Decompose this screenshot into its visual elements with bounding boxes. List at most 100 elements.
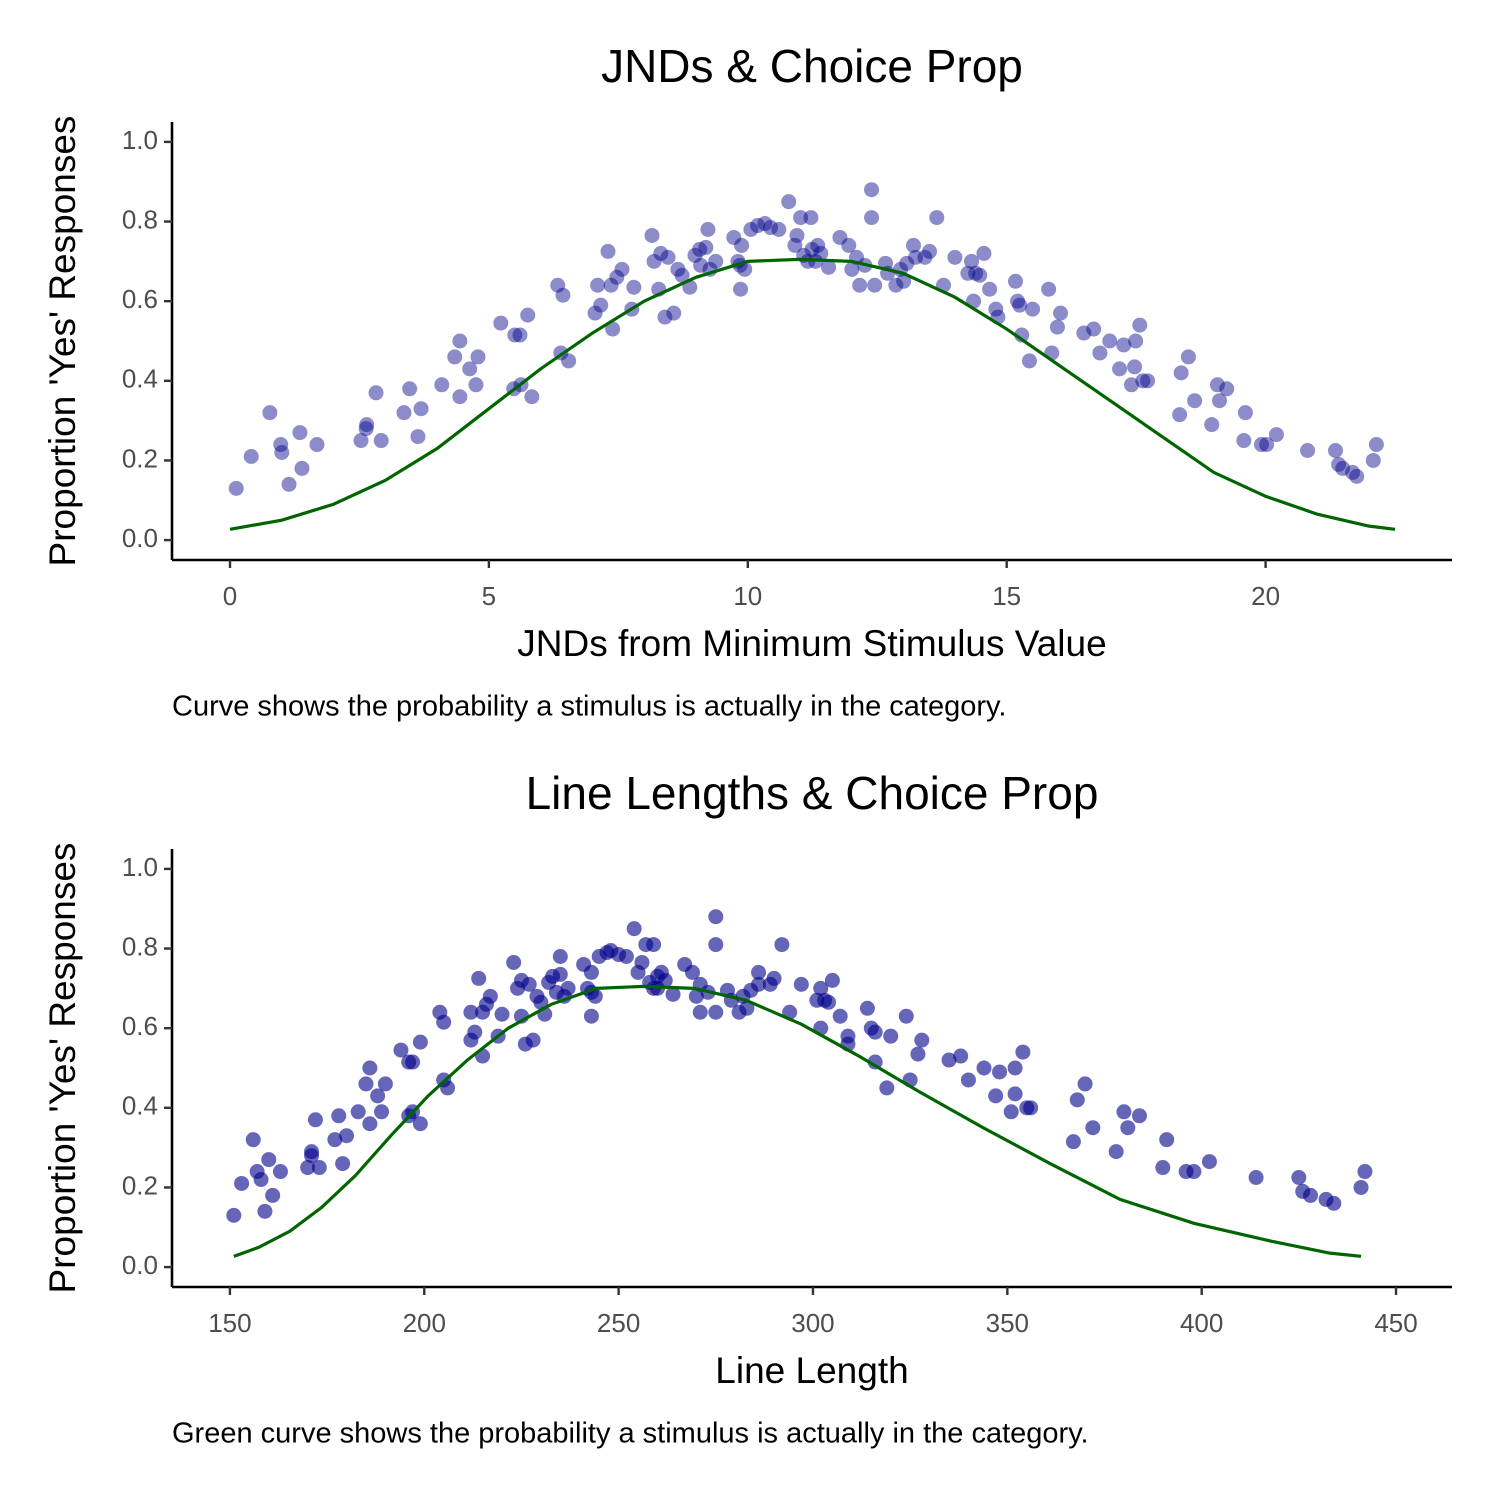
data-point bbox=[452, 333, 468, 349]
data-point bbox=[1127, 359, 1143, 375]
data-point bbox=[800, 253, 816, 269]
x-tick-label: 5 bbox=[482, 581, 496, 611]
data-point bbox=[976, 1060, 992, 1076]
data-point bbox=[587, 988, 603, 1004]
data-point bbox=[852, 277, 868, 293]
data-point bbox=[309, 437, 325, 453]
data-point bbox=[804, 241, 820, 257]
data-point bbox=[600, 243, 616, 259]
data-point bbox=[1116, 1104, 1132, 1120]
y-tick-label: 0.4 bbox=[122, 1091, 158, 1121]
data-point bbox=[1201, 1154, 1217, 1170]
data-point bbox=[972, 267, 988, 283]
data-point bbox=[864, 210, 880, 226]
data-point bbox=[1023, 1100, 1039, 1116]
data-point bbox=[976, 245, 992, 261]
data-point bbox=[821, 259, 837, 275]
data-point bbox=[274, 444, 290, 460]
data-point bbox=[692, 241, 708, 257]
data-point bbox=[350, 1104, 366, 1120]
data-point bbox=[922, 243, 938, 259]
data-point bbox=[1132, 317, 1148, 333]
data-point bbox=[687, 247, 703, 263]
data-point bbox=[1335, 460, 1351, 476]
data-point bbox=[896, 273, 912, 289]
data-point bbox=[1248, 1170, 1264, 1185]
data-point bbox=[1025, 301, 1041, 317]
x-tick-label: 10 bbox=[733, 581, 762, 611]
x-axis-title: Line Length bbox=[715, 1350, 908, 1391]
data-point bbox=[1300, 443, 1316, 458]
data-point bbox=[657, 972, 673, 988]
data-point bbox=[467, 1024, 483, 1040]
data-point bbox=[947, 249, 963, 265]
data-point bbox=[402, 381, 418, 397]
data-point bbox=[867, 277, 883, 293]
data-point bbox=[1021, 353, 1037, 369]
data-point bbox=[708, 1004, 724, 1020]
data-point bbox=[436, 1014, 452, 1030]
data-point bbox=[292, 425, 308, 441]
data-point bbox=[988, 1088, 1004, 1104]
data-point bbox=[908, 249, 924, 265]
data-point bbox=[410, 429, 426, 445]
data-point bbox=[646, 937, 662, 953]
data-point bbox=[413, 401, 429, 417]
data-point bbox=[1140, 373, 1156, 389]
data-point bbox=[405, 1054, 421, 1070]
data-point bbox=[307, 1112, 323, 1128]
data-point bbox=[1159, 1132, 1175, 1148]
y-tick-label: 0.0 bbox=[122, 1250, 158, 1280]
y-axis-title: Proportion 'Yes' Responses bbox=[42, 116, 83, 567]
data-point bbox=[898, 1008, 914, 1024]
data-point bbox=[771, 222, 787, 238]
data-point bbox=[1212, 393, 1228, 409]
data-point bbox=[660, 249, 676, 265]
data-point bbox=[910, 1046, 926, 1062]
data-point bbox=[359, 417, 375, 433]
data-point bbox=[555, 287, 571, 303]
data-point bbox=[751, 964, 767, 980]
chart-panel: JNDs & Choice Prop 0.0 0.2 0.4 0.6 0.8 1.0 0 5 10… bbox=[42, 40, 1452, 723]
data-point bbox=[1204, 417, 1220, 433]
data-point bbox=[468, 377, 484, 393]
data-point bbox=[1007, 273, 1023, 289]
data-point bbox=[879, 1080, 895, 1096]
data-point bbox=[560, 980, 576, 996]
data-point bbox=[810, 237, 826, 253]
chart-title: Line Lengths & Choice Prop bbox=[526, 767, 1099, 819]
y-tick-label: 0.6 bbox=[122, 1011, 158, 1041]
data-point bbox=[813, 980, 829, 996]
y-axis-title: Proportion 'Yes' Responses bbox=[42, 843, 83, 1294]
data-point bbox=[1219, 381, 1235, 397]
data-point bbox=[733, 281, 749, 297]
data-point bbox=[253, 1171, 269, 1187]
data-point bbox=[1108, 1144, 1124, 1160]
data-point bbox=[1069, 1092, 1085, 1108]
data-point bbox=[358, 1076, 374, 1092]
data-point bbox=[739, 1000, 755, 1016]
data-point bbox=[941, 1052, 957, 1068]
data-point bbox=[353, 433, 369, 449]
data-point bbox=[362, 1116, 378, 1132]
data-point bbox=[1365, 452, 1381, 468]
data-point bbox=[447, 349, 463, 365]
x-tick-label: 400 bbox=[1180, 1308, 1223, 1338]
data-point bbox=[1010, 293, 1026, 309]
data-point bbox=[992, 1064, 1008, 1080]
data-point bbox=[1077, 1076, 1093, 1092]
data-point bbox=[506, 954, 522, 970]
data-point bbox=[368, 385, 384, 401]
data-point bbox=[300, 1160, 316, 1176]
data-point bbox=[434, 377, 450, 393]
data-point bbox=[793, 976, 809, 992]
data-point bbox=[917, 249, 933, 265]
data-point bbox=[590, 277, 606, 293]
data-point bbox=[1116, 337, 1132, 353]
data-point bbox=[684, 964, 700, 980]
data-point bbox=[824, 972, 840, 988]
data-point bbox=[692, 1004, 708, 1020]
data-point bbox=[832, 1008, 848, 1024]
data-point bbox=[494, 1006, 510, 1022]
data-point bbox=[644, 227, 660, 243]
